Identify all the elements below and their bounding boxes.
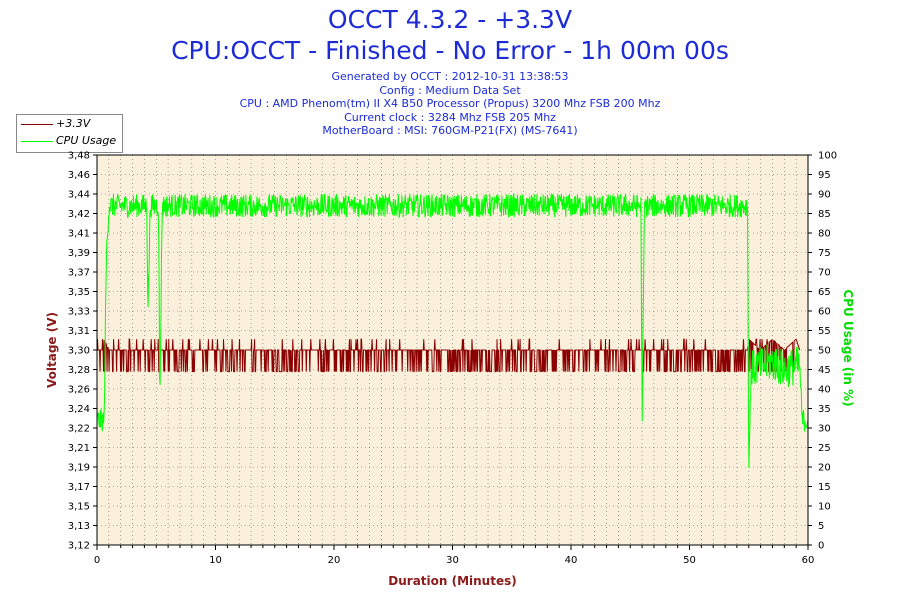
y-right-tick-label: 40 [818, 385, 831, 396]
y-left-tick-label: 3,22 [68, 424, 90, 435]
y-right-tick-label: 85 [818, 209, 831, 220]
y-left-tick-label: 3,28 [68, 365, 90, 376]
y-right-tick-label: 50 [818, 346, 831, 357]
y-right-tick-label: 30 [818, 424, 831, 435]
chart-title: OCCT 4.3.2 - +3.3V [327, 5, 573, 34]
x-tick-label: 40 [565, 555, 578, 566]
y-left-tick-label: 3,33 [68, 307, 90, 318]
y-left-tick-label: 3,48 [68, 151, 90, 162]
y-left-tick-label: 3,13 [68, 521, 90, 532]
y-right-tick-label: 60 [818, 307, 831, 318]
y-left-tick-label: 3,44 [68, 190, 90, 201]
y-right-tick-label: 10 [818, 502, 831, 513]
y-right-tick-label: 80 [818, 229, 831, 240]
y-right-tick-label: 75 [818, 248, 831, 259]
y-left-tick-label: 3,24 [68, 404, 90, 415]
x-tick-label: 50 [683, 555, 696, 566]
y-left-tick-label: 3,19 [68, 463, 90, 474]
y-right-tick-label: 70 [818, 268, 831, 279]
y-left-tick-label: 3,12 [68, 541, 90, 552]
y-left-tick-label: 3,35 [68, 287, 90, 298]
y-left-tick-label: 3,41 [68, 229, 90, 240]
legend-swatch-cpu [21, 141, 53, 142]
y-right-tick-label: 35 [818, 404, 831, 415]
x-tick-label: 20 [328, 555, 341, 566]
y-right-tick-label: 0 [818, 541, 824, 552]
y-left-tick-label: 3,39 [68, 248, 90, 259]
legend-item-cpu: CPU Usage [17, 133, 122, 149]
legend-label-cpu: CPU Usage [56, 134, 117, 147]
x-tick-label: 10 [209, 555, 222, 566]
y-right-tick-label: 5 [818, 521, 824, 532]
legend-item-voltage: +3.3V [17, 116, 122, 132]
y-right-tick-label: 45 [818, 365, 831, 376]
legend-label-voltage: +3.3V [56, 117, 91, 130]
y-left-tick-label: 3,15 [68, 502, 90, 513]
x-tick-label: 0 [94, 555, 100, 566]
series-line-cpu [96, 192, 809, 469]
y-left-tick-label: 3,30 [68, 346, 90, 357]
chart-subtitle: CPU:OCCT - Finished - No Error - 1h 00m … [171, 36, 729, 65]
y-left-tick-label: 3,31 [68, 326, 90, 337]
series-line-voltage [96, 338, 801, 373]
info-clock: Current clock : 3284 Mhz FSB 205 Mhz [344, 110, 556, 124]
info-cpu: CPU : AMD Phenom(tm) II X4 B50 Processor… [239, 97, 661, 111]
x-tick-label: 30 [446, 555, 459, 566]
y-left-tick-label: 3,46 [68, 170, 90, 181]
y-left-tick-label: 3,17 [68, 482, 90, 493]
y-right-tick-label: 95 [818, 170, 831, 181]
y-right-tick-label: 20 [818, 463, 831, 474]
info-motherboard: MotherBoard : MSI: 760GM-P21(FX) (MS-764… [322, 124, 578, 138]
y-left-tick-label: 3,37 [68, 268, 90, 279]
y-left-axis-title: Voltage (V) [45, 312, 59, 388]
y-right-tick-label: 15 [818, 482, 831, 493]
legend-swatch-voltage [21, 124, 53, 125]
legend: +3.3V CPU Usage [16, 114, 123, 153]
y-right-tick-label: 65 [818, 287, 831, 298]
y-right-axis-title: CPU Usage (in %) [841, 289, 855, 406]
plot-border [96, 154, 809, 546]
x-tick-label: 60 [802, 555, 815, 566]
y-left-tick-label: 3,42 [68, 209, 90, 220]
y-right-tick-label: 55 [818, 326, 831, 337]
y-left-tick-label: 3,21 [68, 443, 90, 454]
y-right-tick-label: 100 [818, 151, 837, 162]
y-right-tick-label: 25 [818, 443, 831, 454]
info-generated: Generated by OCCT : 2012-10-31 13:38:53 [331, 70, 569, 83]
info-config: Config : Medium Data Set [379, 83, 521, 97]
y-right-tick-label: 90 [818, 190, 831, 201]
y-left-tick-label: 3,26 [68, 385, 90, 396]
x-axis-title: Duration (Minutes) [388, 574, 516, 588]
